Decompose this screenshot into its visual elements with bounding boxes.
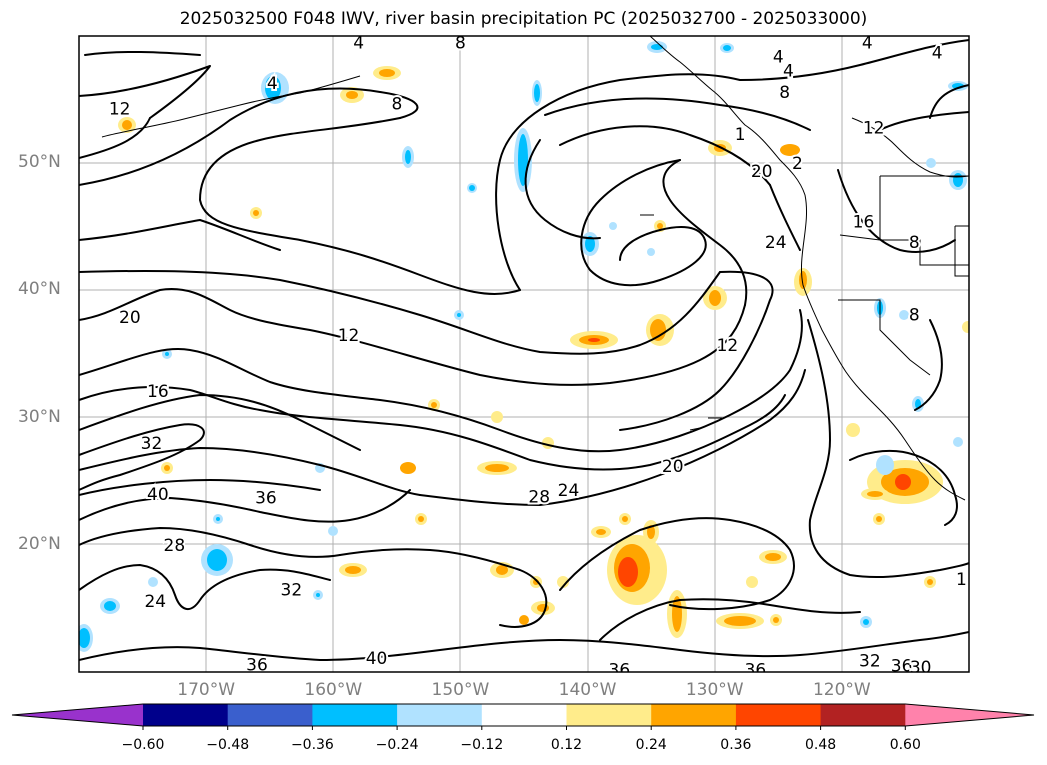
colorbar <box>11 703 1035 730</box>
colorbar-segment <box>312 704 398 726</box>
contour-label: 28 <box>528 487 550 507</box>
colorbar-tick-label: 0.36 <box>720 737 752 753</box>
contour-label: 12 <box>717 336 739 356</box>
contour-label: 12 <box>338 326 360 346</box>
contour-label: 4 <box>267 74 278 94</box>
contour-label: 36 <box>255 489 277 509</box>
iwv-contours <box>79 39 969 661</box>
colorbar-tick-label: 0.12 <box>550 737 583 753</box>
colorbar-tick-label: 0.48 <box>805 737 837 753</box>
longitude-label: 170°W <box>177 680 236 700</box>
latitude-label: 30°N <box>18 406 61 427</box>
contour-label: 32 <box>281 580 303 600</box>
contour-label: 24 <box>144 592 166 612</box>
contour-label: 30 <box>910 658 932 678</box>
colorbar-tick-label: 0.60 <box>889 737 921 753</box>
contour-label: 4 <box>932 44 943 64</box>
contour-label: 32 <box>141 434 163 454</box>
latitude-label: 20°N <box>18 533 61 554</box>
colorbar-segment <box>397 704 483 726</box>
colorbar-segment <box>651 704 737 726</box>
colorbar-segment <box>227 704 313 726</box>
contour-label: 40 <box>147 485 169 505</box>
colorbar-segment <box>735 704 822 726</box>
colorbar-extend-high <box>905 704 1034 726</box>
contour-label: 1 <box>735 125 746 145</box>
map-title: 2025032500 F048 IWV, river basin precipi… <box>179 9 868 29</box>
coastlines <box>101 36 969 501</box>
colorbar-segment <box>566 704 652 726</box>
colorbar-tick-label: −0.12 <box>460 737 504 753</box>
contour-label: 8 <box>391 94 402 114</box>
contour-label: 36 <box>609 660 631 680</box>
contour-label: 12 <box>863 119 885 139</box>
contour-label: 1 <box>956 570 967 590</box>
contour-label: 8 <box>455 33 466 53</box>
colorbar-tick-label: −0.48 <box>206 737 250 753</box>
contour-label: 28 <box>164 536 186 556</box>
colorbar-segment <box>481 704 567 726</box>
colorbar-tick-label: −0.24 <box>375 737 419 753</box>
contour-label: 36 <box>891 657 913 677</box>
contour-label: 4 <box>783 61 794 81</box>
contour-label: 20 <box>751 162 773 182</box>
longitude-label: 140°W <box>558 680 617 700</box>
contour-label: 8 <box>909 233 920 253</box>
contour-label: 4 <box>353 33 364 53</box>
contour-label: 16 <box>147 382 169 402</box>
contour-label: 20 <box>119 308 141 328</box>
contour-label: 40 <box>366 649 388 669</box>
colorbar-segment <box>820 704 906 726</box>
contour-label: 8 <box>909 306 920 326</box>
longitude-label: 120°W <box>812 680 871 700</box>
contour-label: 16 <box>853 213 875 233</box>
contour-label: 12 <box>109 100 131 120</box>
contour-label: 2 <box>792 154 803 174</box>
contour-label: 36 <box>745 660 767 680</box>
colorbar-tick-label: −0.36 <box>290 737 334 753</box>
contour-label: 32 <box>859 652 881 672</box>
longitude-label: 160°W <box>304 680 363 700</box>
colorbar-tick-label: 0.24 <box>635 737 667 753</box>
plot-frame <box>78 35 970 673</box>
longitude-label: 130°W <box>685 680 744 700</box>
contour-label: 4 <box>773 47 784 67</box>
contour-label: 4 <box>862 33 873 53</box>
latitude-label: 40°N <box>18 279 61 300</box>
contour-label: 36 <box>246 655 268 675</box>
latitude-label: 50°N <box>18 152 61 173</box>
contour-label: 8 <box>779 83 790 103</box>
colorbar-segment <box>143 704 229 726</box>
contour-label: 20 <box>662 457 684 477</box>
contour-label: 24 <box>765 233 787 253</box>
colorbar-extend-low <box>12 704 143 726</box>
longitude-label: 150°W <box>431 680 490 700</box>
colorbar-tick-label: −0.60 <box>121 737 165 753</box>
contour-label: 24 <box>558 481 580 501</box>
